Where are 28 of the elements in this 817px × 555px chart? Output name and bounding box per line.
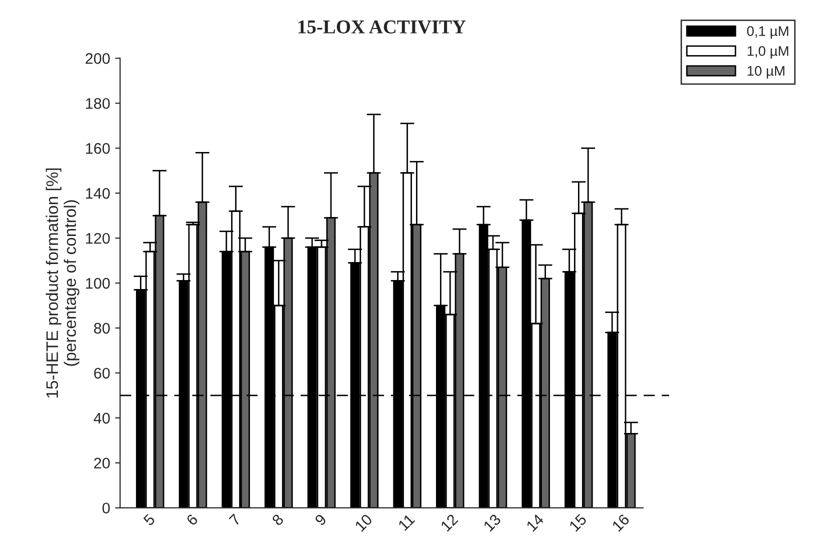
x-tick-label: 5 xyxy=(142,514,156,526)
y-tick-label: 80 xyxy=(94,322,110,334)
x-tick-label: 14 xyxy=(526,513,544,532)
y-tick-label: 140 xyxy=(86,188,110,199)
y-axis-title: 15-HETE product formation [%] (percentage of control) xyxy=(46,168,80,398)
x-tick-label: 10 xyxy=(354,513,373,532)
x-tick-label: 9 xyxy=(314,513,327,526)
legend-label: 0,1 µM xyxy=(747,26,788,39)
chart-title: 15-LOX ACTIVITY xyxy=(298,20,466,34)
y-tick-label: 160 xyxy=(86,143,110,154)
y-tick-label: 100 xyxy=(86,278,110,289)
x-tick-label: 12 xyxy=(440,514,458,532)
x-tick-label: 6 xyxy=(186,513,198,526)
y-tick-label: 0 xyxy=(102,502,110,514)
x-tick-label: 7 xyxy=(228,514,242,526)
y-tick-label: 180 xyxy=(86,98,110,109)
x-tick-label: 13 xyxy=(483,513,502,532)
x-tick-label: 8 xyxy=(271,513,284,526)
y-tick-label: 60 xyxy=(94,368,110,379)
y-tick-label: 40 xyxy=(94,412,110,424)
x-tick-label: 15 xyxy=(568,514,588,532)
y-tick-label: 200 xyxy=(86,53,110,64)
x-tick-label: 16 xyxy=(612,513,630,532)
legend-label: 1,0 µM xyxy=(748,46,788,59)
x-tick-label: 11 xyxy=(398,514,416,531)
y-tick-label: 20 xyxy=(94,458,110,469)
legend-label: 10 µM xyxy=(748,66,784,79)
y-tick-label: 120 xyxy=(86,232,110,244)
